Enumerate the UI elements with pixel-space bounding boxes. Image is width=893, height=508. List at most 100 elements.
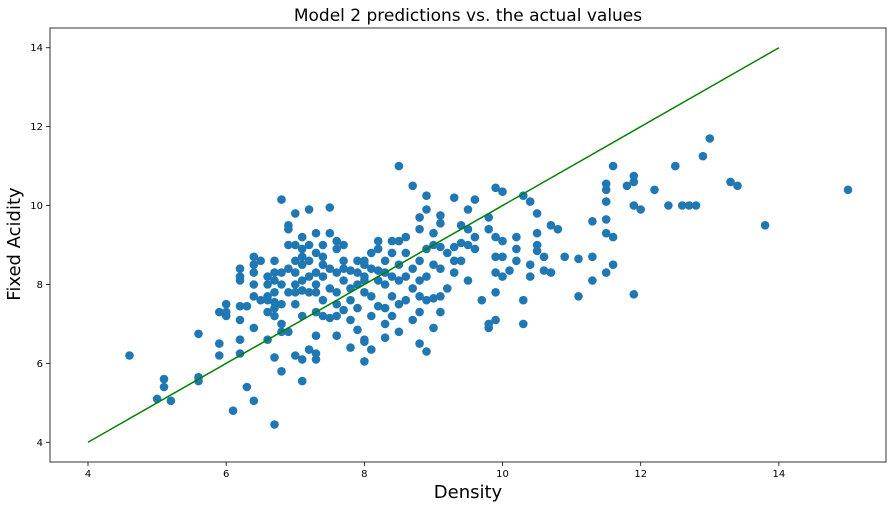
data-point bbox=[339, 305, 348, 315]
data-point bbox=[249, 268, 259, 277]
data-point bbox=[498, 236, 507, 246]
data-point bbox=[401, 232, 411, 242]
data-point bbox=[415, 276, 424, 285]
data-point bbox=[601, 215, 611, 224]
data-point bbox=[297, 260, 307, 270]
data-point bbox=[291, 240, 300, 250]
data-point bbox=[284, 264, 293, 274]
data-point bbox=[311, 331, 321, 341]
data-point bbox=[691, 201, 701, 210]
data-point bbox=[215, 307, 224, 317]
data-point bbox=[297, 276, 307, 285]
data-point bbox=[291, 268, 300, 277]
data-point bbox=[415, 213, 424, 222]
data-point bbox=[304, 205, 314, 214]
data-point bbox=[484, 224, 494, 234]
data-point bbox=[429, 323, 438, 333]
data-point bbox=[601, 185, 611, 195]
data-point bbox=[291, 209, 300, 218]
data-point bbox=[249, 280, 259, 289]
data-point bbox=[277, 195, 286, 204]
data-point bbox=[387, 236, 397, 246]
data-point bbox=[380, 280, 390, 289]
data-point bbox=[760, 221, 770, 230]
data-point bbox=[304, 256, 314, 266]
data-point bbox=[436, 264, 445, 274]
data-point bbox=[380, 333, 390, 343]
x-tick-label: 10 bbox=[496, 469, 509, 480]
data-point bbox=[491, 183, 500, 193]
data-point bbox=[221, 307, 231, 317]
data-point bbox=[249, 323, 259, 333]
data-point bbox=[470, 244, 480, 254]
data-point bbox=[415, 256, 424, 266]
data-point bbox=[449, 242, 459, 252]
data-point bbox=[463, 276, 473, 285]
data-point bbox=[525, 260, 535, 270]
data-point bbox=[415, 224, 424, 234]
data-point bbox=[519, 191, 528, 200]
data-point bbox=[601, 179, 611, 189]
x-axis-label: Density bbox=[434, 482, 503, 503]
data-point bbox=[608, 161, 618, 171]
data-point bbox=[470, 232, 480, 242]
data-point bbox=[277, 268, 286, 277]
data-point bbox=[360, 256, 369, 266]
data-point bbox=[311, 349, 321, 358]
data-point bbox=[601, 228, 611, 238]
data-point bbox=[215, 339, 224, 348]
data-point bbox=[498, 187, 507, 196]
data-point bbox=[671, 161, 680, 171]
y-tick-label: 14 bbox=[30, 43, 43, 54]
data-point bbox=[574, 254, 583, 264]
data-point bbox=[297, 252, 307, 262]
data-point bbox=[339, 276, 348, 285]
data-point bbox=[270, 276, 279, 285]
data-point bbox=[449, 256, 459, 266]
data-point bbox=[422, 272, 431, 281]
data-point bbox=[249, 252, 259, 262]
data-point bbox=[525, 272, 535, 281]
data-point bbox=[608, 232, 618, 242]
y-axis-label: Fixed Acidity bbox=[4, 187, 25, 301]
data-point bbox=[629, 201, 639, 210]
data-point bbox=[698, 151, 708, 161]
data-point bbox=[484, 319, 494, 329]
data-point bbox=[726, 177, 735, 187]
data-point bbox=[422, 205, 431, 214]
data-point bbox=[394, 161, 404, 171]
data-point bbox=[194, 329, 203, 339]
data-point bbox=[443, 248, 452, 258]
data-point bbox=[436, 307, 445, 317]
data-point bbox=[436, 292, 445, 301]
data-point bbox=[166, 396, 176, 406]
data-point bbox=[560, 252, 569, 262]
data-point bbox=[249, 292, 259, 301]
data-point bbox=[277, 280, 286, 289]
data-point bbox=[380, 319, 390, 329]
data-point bbox=[304, 240, 314, 250]
data-point bbox=[353, 325, 362, 335]
data-point bbox=[215, 351, 224, 360]
data-point bbox=[318, 252, 328, 262]
data-point bbox=[270, 268, 279, 277]
data-point bbox=[235, 349, 245, 358]
data-point bbox=[601, 197, 611, 206]
data-point bbox=[291, 256, 300, 266]
data-point bbox=[546, 221, 556, 230]
data-point bbox=[401, 272, 411, 281]
data-point bbox=[270, 256, 279, 266]
data-point bbox=[353, 268, 362, 277]
data-point bbox=[408, 315, 418, 325]
data-point bbox=[532, 209, 542, 218]
data-point bbox=[311, 288, 321, 297]
data-point bbox=[339, 264, 348, 274]
data-point bbox=[339, 256, 348, 266]
data-point bbox=[291, 351, 300, 360]
data-point bbox=[532, 240, 542, 250]
data-point bbox=[325, 203, 335, 212]
y-tick-label: 4 bbox=[37, 438, 43, 449]
data-point bbox=[588, 276, 597, 285]
data-point bbox=[270, 303, 279, 313]
